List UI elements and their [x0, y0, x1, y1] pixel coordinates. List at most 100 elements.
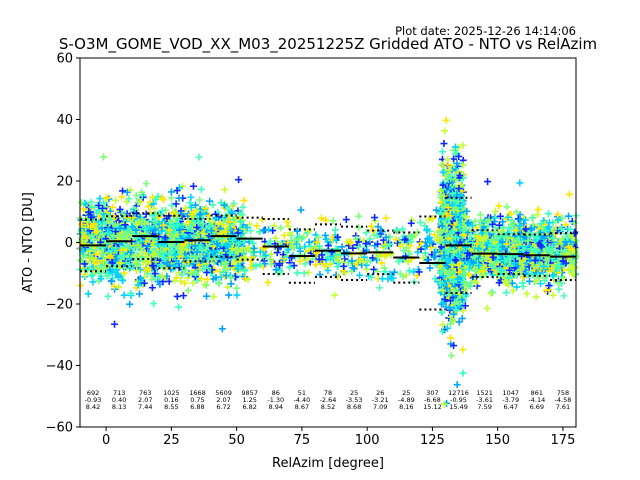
scatter-point: [252, 262, 260, 270]
scatter-point: [161, 255, 169, 263]
scatter-point: [280, 231, 288, 239]
scatter-point: [296, 257, 304, 265]
scatter-point: [154, 240, 162, 248]
scatter-point: [484, 222, 492, 230]
scatter-point: [568, 269, 576, 277]
scatter-point: [202, 281, 210, 289]
scatter-point: [247, 227, 255, 235]
scatter-point: [452, 306, 460, 314]
scatter-point: [243, 224, 251, 232]
scatter-point: [571, 270, 579, 278]
scatter-point: [127, 289, 135, 297]
bin-count-label: 1025: [163, 389, 180, 397]
scatter-point: [210, 293, 218, 301]
bin-std-label: 6.69: [530, 403, 544, 411]
scatter-point: [321, 231, 329, 239]
scatter-point: [428, 215, 436, 223]
scatter-point: [474, 232, 482, 240]
scatter-point: [526, 244, 534, 252]
scatter-point: [550, 241, 558, 249]
scatter-point: [447, 352, 455, 360]
scatter-point: [173, 292, 181, 300]
scatter-point: [104, 292, 112, 300]
scatter-point: [460, 223, 468, 231]
scatter-point: [454, 261, 462, 269]
scatter-point: [438, 308, 446, 316]
scatter-point: [261, 260, 269, 268]
scatter-point: [465, 218, 473, 226]
scatter-point: [126, 255, 134, 263]
scatter-point: [157, 261, 165, 269]
bin-std-label: 7.59: [477, 403, 491, 411]
scatter-point: [461, 279, 469, 287]
scatter-point: [103, 194, 111, 202]
bin-std-label: 15.12: [423, 403, 442, 411]
scatter-points: [76, 116, 580, 408]
scatter-point: [504, 281, 512, 289]
scatter-point: [453, 275, 461, 283]
scatter-point: [235, 176, 243, 184]
scatter-point: [446, 212, 454, 220]
scatter-point: [256, 248, 264, 256]
scatter-point: [378, 228, 386, 236]
x-tick-label: 0: [102, 433, 110, 448]
scatter-point: [336, 251, 344, 259]
scatter-point: [149, 251, 157, 259]
scatter-point: [124, 243, 132, 251]
scatter-point: [466, 261, 474, 269]
scatter-point: [312, 261, 320, 269]
scatter-point: [203, 292, 211, 300]
scatter-point: [105, 225, 113, 233]
scatter-point: [451, 256, 459, 264]
scatter-point: [513, 283, 521, 291]
scatter-point: [241, 254, 249, 262]
scatter-point: [305, 238, 313, 246]
bin-mean-label: -3.79: [502, 396, 519, 404]
scatter-point: [439, 168, 447, 176]
scatter-point: [133, 220, 141, 228]
scatter-point: [209, 201, 217, 209]
scatter-point: [461, 302, 469, 310]
scatter-point: [442, 116, 450, 124]
scatter-point: [419, 254, 427, 262]
scatter-point: [182, 204, 190, 212]
scatter-point: [348, 257, 356, 265]
scatter-point: [237, 218, 245, 226]
scatter-point: [197, 185, 205, 193]
scatter-point: [448, 228, 456, 236]
scatter-point: [378, 259, 386, 267]
scatter-point: [144, 203, 152, 211]
scatter-point: [533, 211, 541, 219]
scatter-point: [246, 246, 254, 254]
scatter-point: [230, 251, 238, 259]
bin-count-label: 86: [272, 389, 280, 397]
bin-count-label: 713: [113, 389, 125, 397]
scatter-point: [211, 215, 219, 223]
scatter-point: [81, 232, 89, 240]
bin-std-label: 8.42: [86, 403, 100, 411]
bin-std-label: 7.44: [138, 403, 152, 411]
bin-count-label: 25: [402, 389, 410, 397]
scatter-point: [112, 196, 120, 204]
scatter-point: [233, 291, 241, 299]
scatter-point: [202, 205, 210, 213]
scatter-point: [448, 316, 456, 324]
scatter-point: [342, 216, 350, 224]
scatter-point: [200, 230, 208, 238]
scatter-point: [213, 240, 221, 248]
scatter-point: [215, 280, 223, 288]
scatter-point: [167, 194, 175, 202]
bin-std-label: 6.82: [242, 403, 256, 411]
scatter-point: [241, 274, 249, 282]
scatter-point: [99, 204, 107, 212]
bin-mean-label: -3.61: [476, 396, 493, 404]
scatter-point: [439, 272, 447, 280]
scatter-point: [227, 208, 235, 216]
scatter-point: [187, 193, 195, 201]
scatter-point: [447, 334, 455, 342]
scatter-point: [455, 185, 463, 193]
y-tick-label: −20: [46, 298, 73, 313]
scatter-point: [369, 254, 377, 262]
x-tick-label: 100: [355, 433, 380, 448]
scatter-point: [367, 222, 375, 230]
